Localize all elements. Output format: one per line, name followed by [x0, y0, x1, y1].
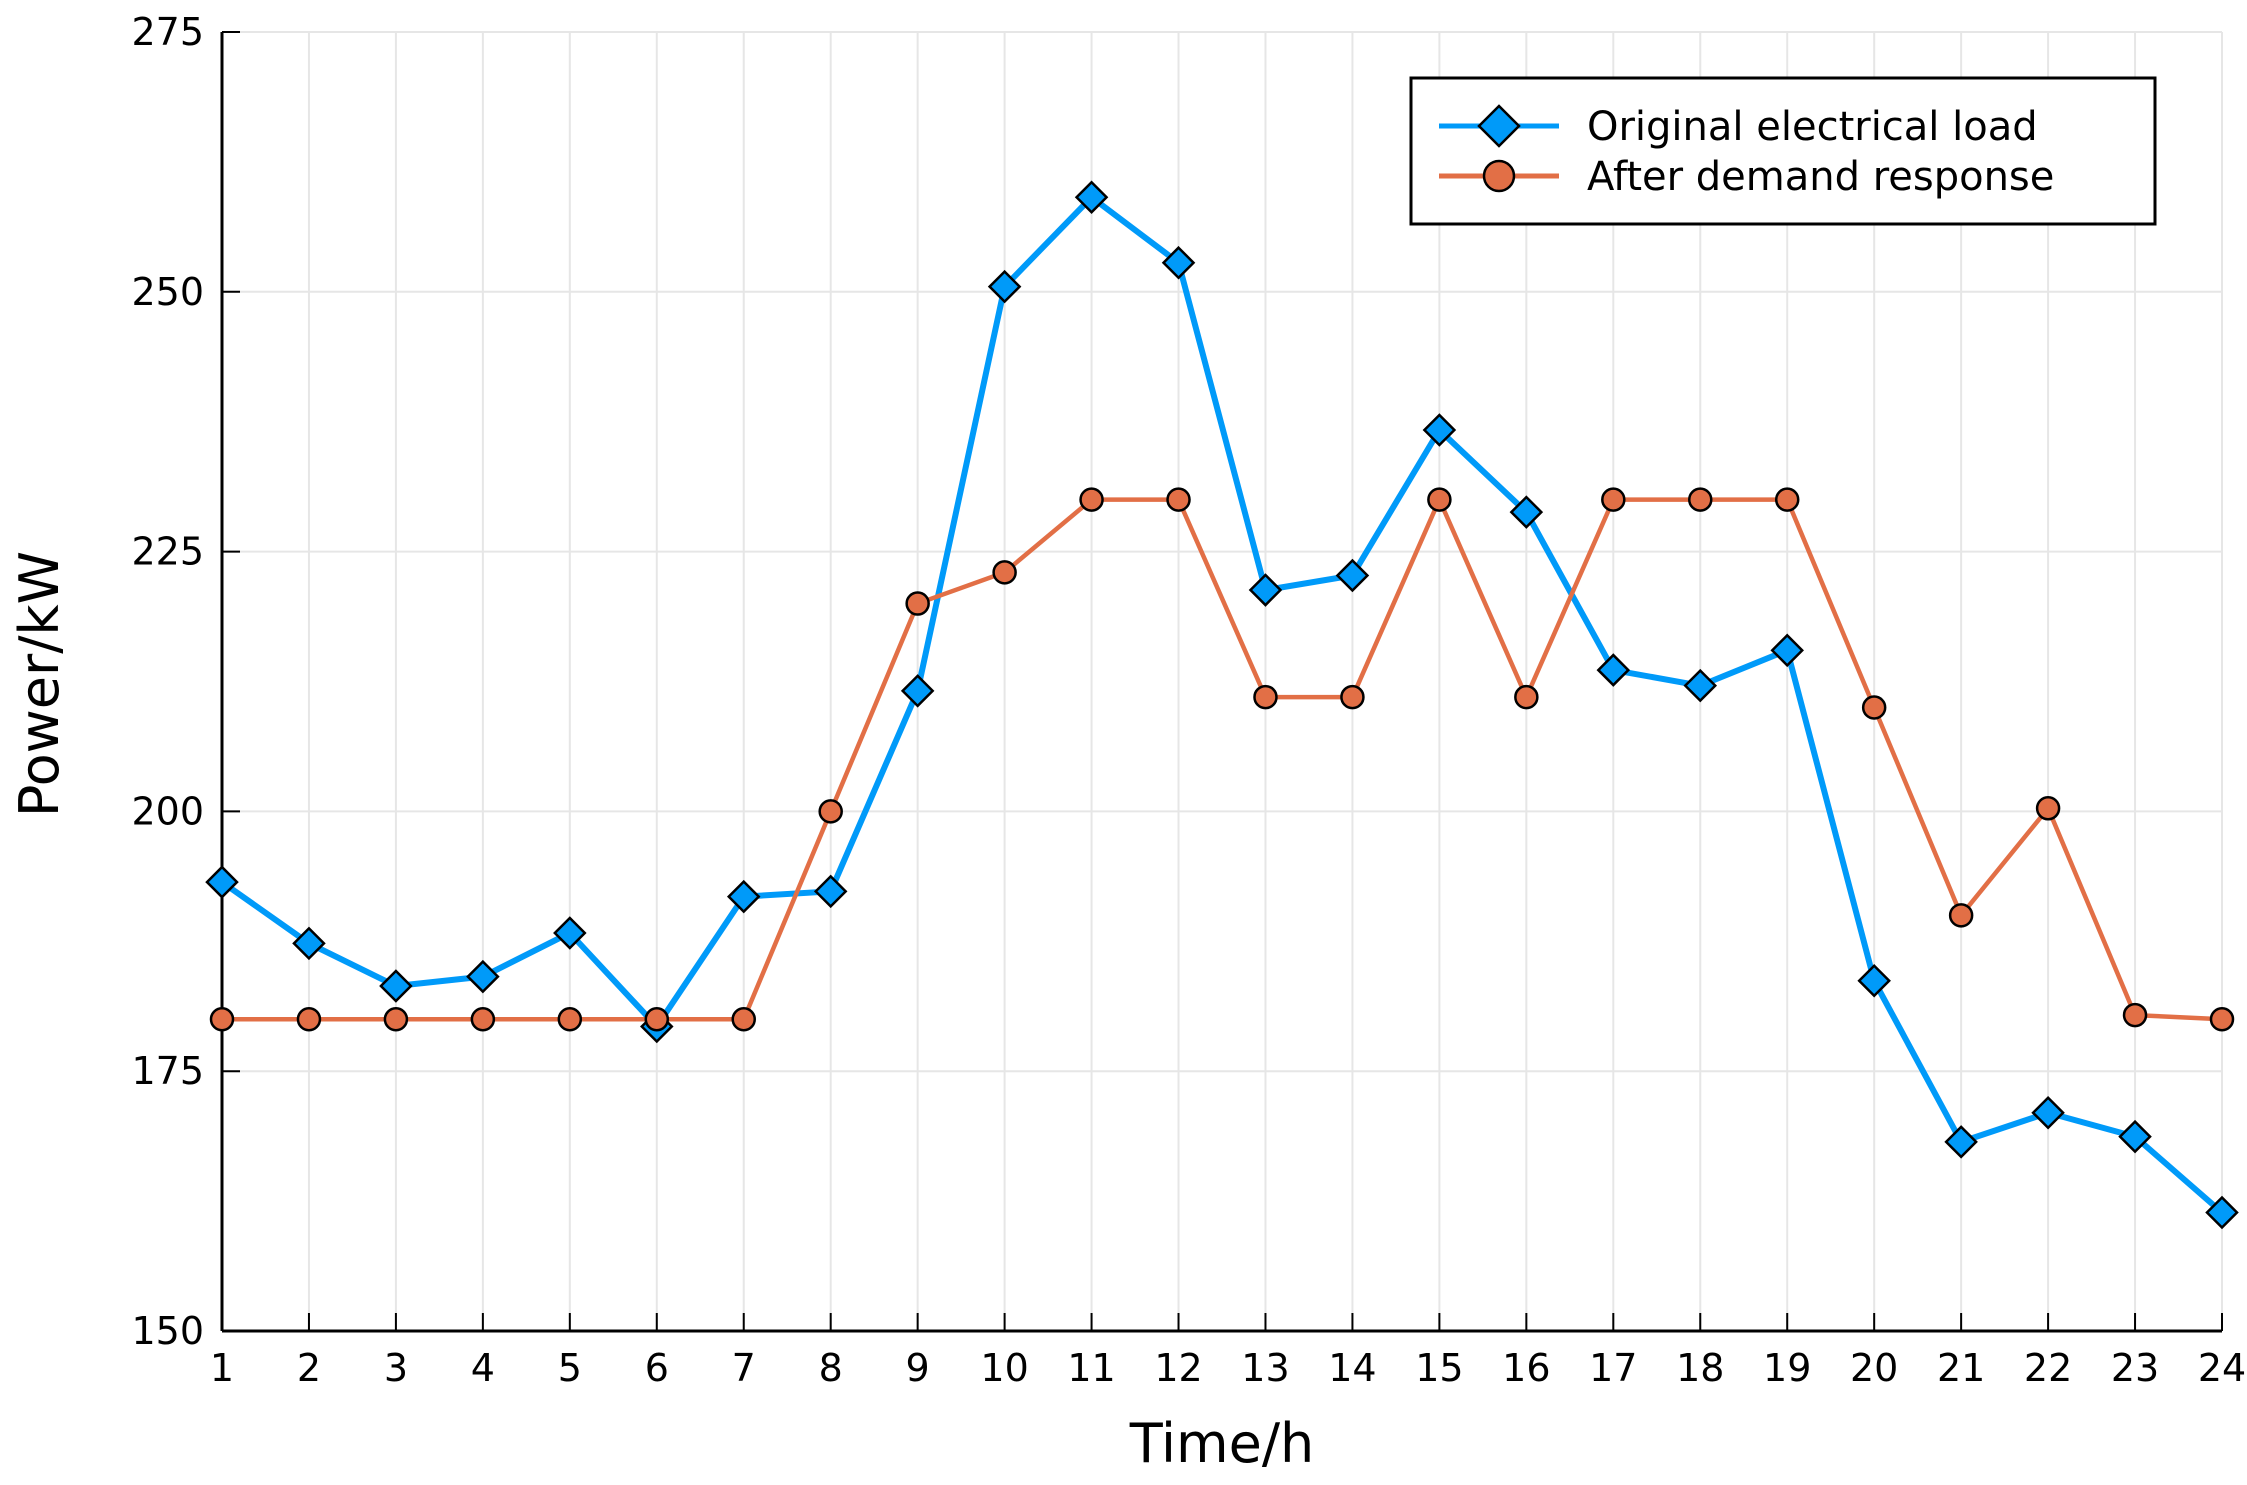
y-axis-label: Power/kW	[8, 551, 71, 817]
x-tick-label: 3	[384, 1346, 408, 1390]
data-point	[2209, 1006, 2235, 1032]
x-tick-label: 24	[2198, 1346, 2246, 1390]
series-1	[205, 180, 2239, 1230]
y-tick-label: 175	[131, 1049, 204, 1093]
data-point	[1601, 487, 1626, 512]
x-tick-label: 8	[819, 1346, 843, 1390]
data-point	[1861, 695, 1887, 720]
data-point	[1770, 633, 1804, 668]
x-tick-label: 7	[732, 1346, 756, 1390]
data-point	[209, 1006, 235, 1032]
data-point	[1596, 653, 1631, 687]
data-point	[987, 269, 1022, 304]
y-tick-label: 250	[131, 270, 204, 314]
x-tick-label: 15	[1415, 1346, 1463, 1390]
x-tick-label: 4	[471, 1346, 495, 1390]
data-point	[470, 1006, 496, 1032]
x-tick-label: 17	[1589, 1346, 1637, 1390]
legend-label: After demand response	[1587, 154, 2054, 200]
data-point	[1161, 245, 1196, 280]
data-point	[1509, 495, 1544, 529]
data-point	[2035, 796, 2061, 821]
series-line	[220, 194, 2224, 1215]
data-point	[813, 874, 848, 909]
data-point	[818, 799, 843, 824]
x-tick-label: 13	[1241, 1346, 1289, 1390]
data-point	[2118, 1119, 2152, 1154]
y-tick-label: 225	[131, 530, 204, 574]
data-point	[644, 1006, 670, 1032]
data-point	[383, 1006, 409, 1032]
x-tick-label: 14	[1328, 1346, 1376, 1390]
data-point	[1427, 487, 1452, 512]
data-point	[726, 879, 761, 914]
x-tick-label: 20	[1850, 1346, 1898, 1390]
data-point	[2122, 1002, 2148, 1028]
data-point	[1166, 487, 1191, 512]
legend-label: Original electrical load	[1587, 104, 2038, 150]
data-point	[1340, 684, 1365, 710]
data-point	[296, 1006, 322, 1032]
data-point	[1514, 684, 1539, 710]
data-point	[1422, 413, 1457, 447]
data-point	[1335, 558, 1370, 593]
x-tick-label: 5	[558, 1346, 582, 1390]
x-tick-label: 22	[2024, 1346, 2072, 1390]
data-point	[1774, 487, 1800, 512]
y-tick-label: 200	[131, 789, 204, 833]
legend-box	[1409, 76, 2157, 226]
x-tick-label: 10	[980, 1346, 1028, 1390]
x-tick-label: 18	[1676, 1346, 1724, 1390]
x-tick-label: 19	[1763, 1346, 1811, 1390]
data-point	[466, 959, 500, 994]
x-tick-label: 1	[210, 1346, 234, 1390]
data-point	[1074, 180, 1109, 215]
x-tick-label: 21	[1937, 1346, 1985, 1390]
data-point	[905, 591, 930, 616]
data-point	[731, 1006, 756, 1032]
data-point	[2205, 1195, 2239, 1230]
data-point	[1944, 1125, 1978, 1159]
y-tick-label: 275	[131, 10, 204, 54]
series-2	[209, 487, 2235, 1032]
y-tick-label: 150	[131, 1309, 204, 1353]
data-point	[1253, 684, 1278, 710]
x-tick-label: 9	[906, 1346, 930, 1390]
x-tick-label: 11	[1067, 1346, 1115, 1390]
data-point	[1688, 487, 1713, 512]
data-point	[379, 969, 413, 1003]
data-point	[1857, 964, 1891, 998]
data-point	[2031, 1096, 2065, 1130]
axes: 1 2 3 4 5 6 7 8 9 10 11 12 13 14 15 16 17 18 19 20 21 22 23 241…	[131, 10, 2246, 1390]
x-tick-label: 6	[645, 1346, 669, 1390]
legend-swatch-marker	[1482, 159, 1516, 193]
data-point	[292, 926, 326, 961]
data-point	[900, 674, 935, 708]
data-point	[1683, 668, 1718, 703]
data-point	[553, 916, 587, 950]
x-tick-label: 16	[1502, 1346, 1550, 1390]
data-point	[1948, 903, 1974, 928]
series-layer	[205, 180, 2239, 1230]
grid	[221, 31, 2223, 1332]
x-tick-label: 12	[1154, 1346, 1202, 1390]
x-tick-label: 2	[297, 1346, 321, 1390]
legend-swatch-marker	[1477, 104, 1521, 148]
x-tick-label: 23	[2111, 1346, 2159, 1390]
data-point	[1248, 573, 1283, 607]
data-point	[557, 1006, 583, 1032]
data-point	[992, 560, 1017, 585]
x-axis-label: Time/h	[1129, 1412, 1315, 1475]
data-point	[205, 865, 239, 899]
data-point	[1079, 487, 1104, 512]
series-line	[222, 497, 2223, 1022]
